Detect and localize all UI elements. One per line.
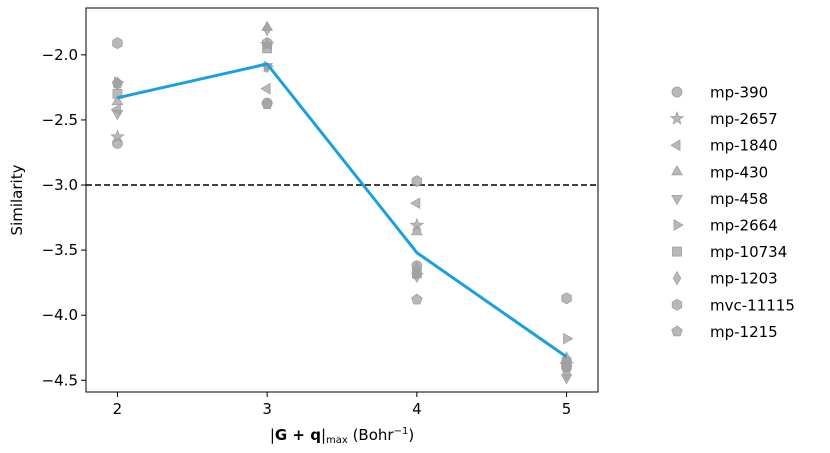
point-mp-430-4 [410, 225, 423, 236]
series-mp-430 [111, 20, 573, 362]
point-mp-1215-4 [411, 293, 423, 305]
x-tick-label-5: 5 [562, 400, 572, 418]
series-mp-2657 [110, 36, 574, 371]
legend-label-mp-390: mp-390 [710, 84, 768, 102]
legend-item-mp-390: mp-390 [671, 84, 768, 102]
legend-item-mvc-11115: mvc-11115 [671, 296, 795, 314]
point-mvc-11115-2 [112, 37, 123, 50]
point-mp-1203-3 [262, 21, 272, 37]
legend-label-mp-2664: mp-2664 [710, 217, 778, 235]
legend: mp-390 mp-2657 mp-1840 mp-430 mp-458 mp-2664 m… [669, 84, 795, 341]
legend-marker-mp-458 [671, 194, 683, 206]
point-mvc-11115-3 [261, 37, 273, 50]
x-tick-label-3: 3 [262, 400, 272, 418]
y-tick-label--3.5: −3.5 [42, 241, 78, 259]
point-mp-458-2 [111, 110, 124, 121]
legend-label-mp-430: mp-430 [710, 163, 768, 181]
legend-item-mp-2657: mp-2657 [669, 110, 778, 128]
point-mp-1215-3 [261, 98, 273, 110]
point-mp-1215-2 [111, 77, 124, 89]
legend-marker-mvc-11115 [671, 298, 683, 311]
plot-area [86, 20, 598, 385]
y-tick-label--4: −4.0 [42, 306, 78, 324]
point-mp-1840-4 [410, 197, 421, 210]
series-mp-390 [112, 97, 572, 373]
legend-marker-mp-2657 [669, 110, 685, 125]
y-axis: −2.0 −2.5 −3.0 −3.5 −4.0 −4.5 [42, 46, 86, 389]
point-mp-1840-3 [260, 82, 271, 95]
point-mvc-11115-4 [411, 175, 423, 188]
legend-item-mp-1215: mp-1215 [671, 323, 778, 341]
legend-item-mp-430: mp-430 [671, 163, 768, 181]
y-tick-label--3: −3.0 [42, 176, 78, 194]
legend-label-mp-1840: mp-1840 [710, 137, 778, 155]
legend-item-mp-2664: mp-2664 [673, 217, 778, 235]
series-mp-10734 [112, 43, 572, 367]
mean-line [117, 62, 568, 359]
point-mp-2664-5 [563, 332, 574, 345]
legend-marker-mp-2664 [673, 219, 684, 231]
legend-item-mp-1203: mp-1203 [672, 270, 778, 288]
y-tick-label--2: −2.0 [42, 46, 78, 64]
legend-marker-mp-390 [671, 86, 683, 98]
legend-label-mvc-11115: mvc-11115 [710, 296, 795, 314]
x-axis: 2 3 4 5 [113, 392, 572, 418]
legend-marker-mp-430 [671, 165, 683, 176]
series-mp-458 [111, 63, 573, 385]
series-mp-1215 [111, 77, 573, 373]
point-mp-1215-5 [560, 361, 573, 373]
legend-label-mp-1203: mp-1203 [710, 270, 778, 288]
legend-label-mp-458: mp-458 [710, 190, 768, 208]
legend-label-mp-2657: mp-2657 [710, 110, 778, 128]
y-tick-label--4.5: −4.5 [42, 371, 78, 389]
point-mp-1203-4 [412, 261, 422, 276]
point-mvc-11115-5 [561, 292, 572, 305]
point-mp-2657-2 [110, 129, 125, 144]
y-tick-label--2.5: −2.5 [42, 111, 78, 129]
x-tick-label-2: 2 [113, 400, 123, 418]
point-mp-430-2 [111, 94, 124, 106]
y-axis-title: Similarity [8, 164, 26, 235]
legend-marker-mp-1215 [671, 325, 683, 337]
legend-item-mp-1840: mp-1840 [670, 137, 778, 155]
plot-frame [85, 7, 599, 393]
legend-label-mp-1215: mp-1215 [710, 323, 778, 341]
legend-label-mp-10734: mp-10734 [710, 243, 787, 261]
series-mp-1840 [110, 82, 570, 370]
legend-marker-mp-1203 [672, 270, 682, 286]
legend-item-mp-10734: mp-10734 [672, 243, 787, 261]
legend-marker-mp-1840 [670, 139, 681, 152]
legend-item-mp-458: mp-458 [671, 190, 768, 208]
series-mp-1203 [113, 21, 571, 382]
series-mp-2664 [114, 60, 574, 345]
x-tick-label-4: 4 [412, 400, 422, 418]
legend-marker-mp-10734 [672, 246, 682, 257]
series-mvc-11115 [112, 37, 572, 305]
x-axis-title: |G + q|max (Bohr−1) [270, 426, 414, 446]
